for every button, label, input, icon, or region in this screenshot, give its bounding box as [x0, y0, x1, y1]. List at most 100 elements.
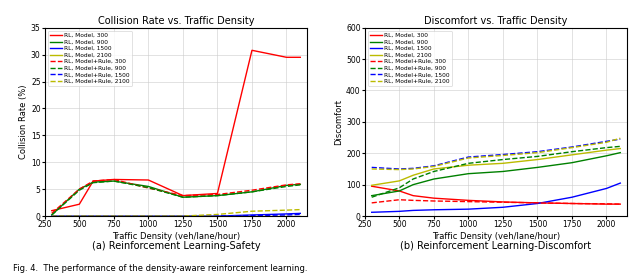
- RL, Model, 1500: [603, 187, 611, 190]
- RL, Model+Rule, 300: [465, 200, 472, 203]
- RL, Model, 300: [90, 179, 97, 183]
- RL, Model+Rule, 300: [410, 199, 417, 202]
- Line: RL, Model, 2100: RL, Model, 2100: [372, 148, 620, 185]
- RL, Model+Rule, 300: [283, 183, 291, 186]
- RL, Model+Rule, 1500: [465, 155, 472, 159]
- X-axis label: Traffic Density (veh/lane/hour): Traffic Density (veh/lane/hour): [432, 232, 560, 241]
- RL, Model, 1500: [145, 214, 152, 218]
- RL, Model, 1500: [179, 214, 187, 218]
- RL, Model+Rule, 1500: [214, 214, 221, 218]
- RL, Model+Rule, 2100: [179, 214, 187, 218]
- RL, Model+Rule, 1500: [90, 214, 97, 218]
- RL, Model, 900: [76, 188, 83, 191]
- RL, Model, 1500: [76, 214, 83, 218]
- RL, Model, 2100: [110, 214, 118, 218]
- RL, Model, 2100: [568, 153, 576, 157]
- RL, Model, 2100: [616, 147, 624, 150]
- RL, Model+Rule, 2100: [568, 146, 576, 149]
- RL, Model, 1500: [296, 212, 304, 215]
- Line: RL, Model+Rule, 300: RL, Model+Rule, 300: [372, 200, 620, 204]
- RL, Model+Rule, 300: [603, 202, 611, 206]
- RL, Model, 300: [110, 178, 118, 181]
- RL, Model+Rule, 1500: [48, 214, 56, 218]
- RL, Model, 900: [499, 170, 507, 173]
- Text: Fig. 4.  The performance of the density-aware reinforcement learning.: Fig. 4. The performance of the density-a…: [13, 265, 307, 273]
- RL, Model, 900: [90, 181, 97, 184]
- RL, Model+Rule, 2100: [76, 214, 83, 218]
- RL, Model, 1500: [396, 210, 403, 213]
- RL, Model+Rule, 1500: [179, 214, 187, 218]
- RL, Model+Rule, 1500: [76, 214, 83, 218]
- RL, Model, 300: [248, 49, 256, 52]
- RL, Model+Rule, 900: [396, 186, 403, 189]
- RL, Model, 1500: [568, 196, 576, 199]
- RL, Model, 900: [145, 185, 152, 188]
- RL, Model, 900: [396, 189, 403, 193]
- RL, Model+Rule, 300: [48, 212, 56, 215]
- RL, Model, 2100: [368, 184, 376, 187]
- RL, Model, 2100: [534, 158, 541, 161]
- RL, Model+Rule, 300: [499, 201, 507, 204]
- RL, Model, 900: [179, 196, 187, 199]
- RL, Model+Rule, 900: [248, 190, 256, 194]
- RL, Model+Rule, 300: [568, 202, 576, 205]
- RL, Model, 900: [248, 190, 256, 194]
- RL, Model+Rule, 2100: [396, 168, 403, 171]
- Line: RL, Model, 1500: RL, Model, 1500: [52, 213, 300, 216]
- Line: RL, Model, 900: RL, Model, 900: [52, 181, 300, 215]
- RL, Model, 900: [110, 179, 118, 183]
- RL, Model, 300: [568, 202, 576, 205]
- RL, Model+Rule, 900: [145, 186, 152, 189]
- RL, Model, 2100: [499, 162, 507, 165]
- RL, Model, 300: [214, 192, 221, 195]
- RL, Model+Rule, 300: [430, 199, 438, 203]
- RL, Model, 1500: [110, 214, 118, 218]
- RL, Model+Rule, 1500: [296, 213, 304, 216]
- RL, Model+Rule, 300: [90, 179, 97, 183]
- RL, Model+Rule, 300: [179, 194, 187, 197]
- RL, Model, 300: [603, 202, 611, 206]
- RL, Model, 1500: [534, 202, 541, 205]
- RL, Model+Rule, 2100: [368, 167, 376, 171]
- RL, Model, 2100: [396, 179, 403, 183]
- RL, Model, 300: [368, 184, 376, 188]
- RL, Model+Rule, 2100: [283, 209, 291, 212]
- RL, Model+Rule, 300: [76, 188, 83, 191]
- RL, Model+Rule, 2100: [430, 165, 438, 168]
- RL, Model+Rule, 900: [603, 146, 611, 149]
- RL, Model+Rule, 1500: [368, 166, 376, 169]
- Line: RL, Model, 1500: RL, Model, 1500: [372, 183, 620, 212]
- RL, Model+Rule, 300: [248, 189, 256, 192]
- RL, Model, 900: [465, 172, 472, 175]
- RL, Model, 900: [214, 194, 221, 197]
- RL, Model+Rule, 2100: [465, 156, 472, 160]
- RL, Model, 2100: [76, 214, 83, 218]
- RL, Model+Rule, 1500: [283, 213, 291, 217]
- RL, Model, 300: [396, 189, 403, 193]
- Y-axis label: Collision Rate (%): Collision Rate (%): [19, 85, 28, 159]
- RL, Model, 900: [410, 183, 417, 186]
- RL, Model+Rule, 2100: [90, 214, 97, 218]
- Text: (a) Reinforcement Learning-Safety: (a) Reinforcement Learning-Safety: [92, 241, 260, 251]
- RL, Model, 900: [430, 177, 438, 181]
- RL, Model, 2100: [145, 214, 152, 218]
- RL, Model+Rule, 300: [296, 182, 304, 185]
- Legend: RL, Model, 300, RL, Model, 900, RL, Model, 1500, RL, Model, 2100, RL, Model+Rule: RL, Model, 300, RL, Model, 900, RL, Mode…: [48, 31, 132, 86]
- RL, Model+Rule, 900: [410, 177, 417, 181]
- RL, Model, 300: [465, 199, 472, 202]
- RL, Model+Rule, 900: [76, 189, 83, 192]
- RL, Model, 2100: [214, 214, 221, 218]
- RL, Model+Rule, 900: [110, 179, 118, 183]
- RL, Model, 300: [499, 200, 507, 204]
- RL, Model, 1500: [368, 211, 376, 214]
- Line: RL, Model+Rule, 900: RL, Model+Rule, 900: [52, 181, 300, 215]
- RL, Model, 900: [296, 183, 304, 186]
- RL, Model+Rule, 2100: [616, 137, 624, 140]
- RL, Model+Rule, 900: [48, 213, 56, 217]
- RL, Model+Rule, 2100: [145, 214, 152, 218]
- RL, Model+Rule, 900: [616, 145, 624, 148]
- Title: Discomfort vs. Traffic Density: Discomfort vs. Traffic Density: [424, 16, 568, 25]
- RL, Model, 900: [368, 194, 376, 197]
- RL, Model+Rule, 300: [368, 201, 376, 204]
- Line: RL, Model+Rule, 2100: RL, Model+Rule, 2100: [372, 138, 620, 170]
